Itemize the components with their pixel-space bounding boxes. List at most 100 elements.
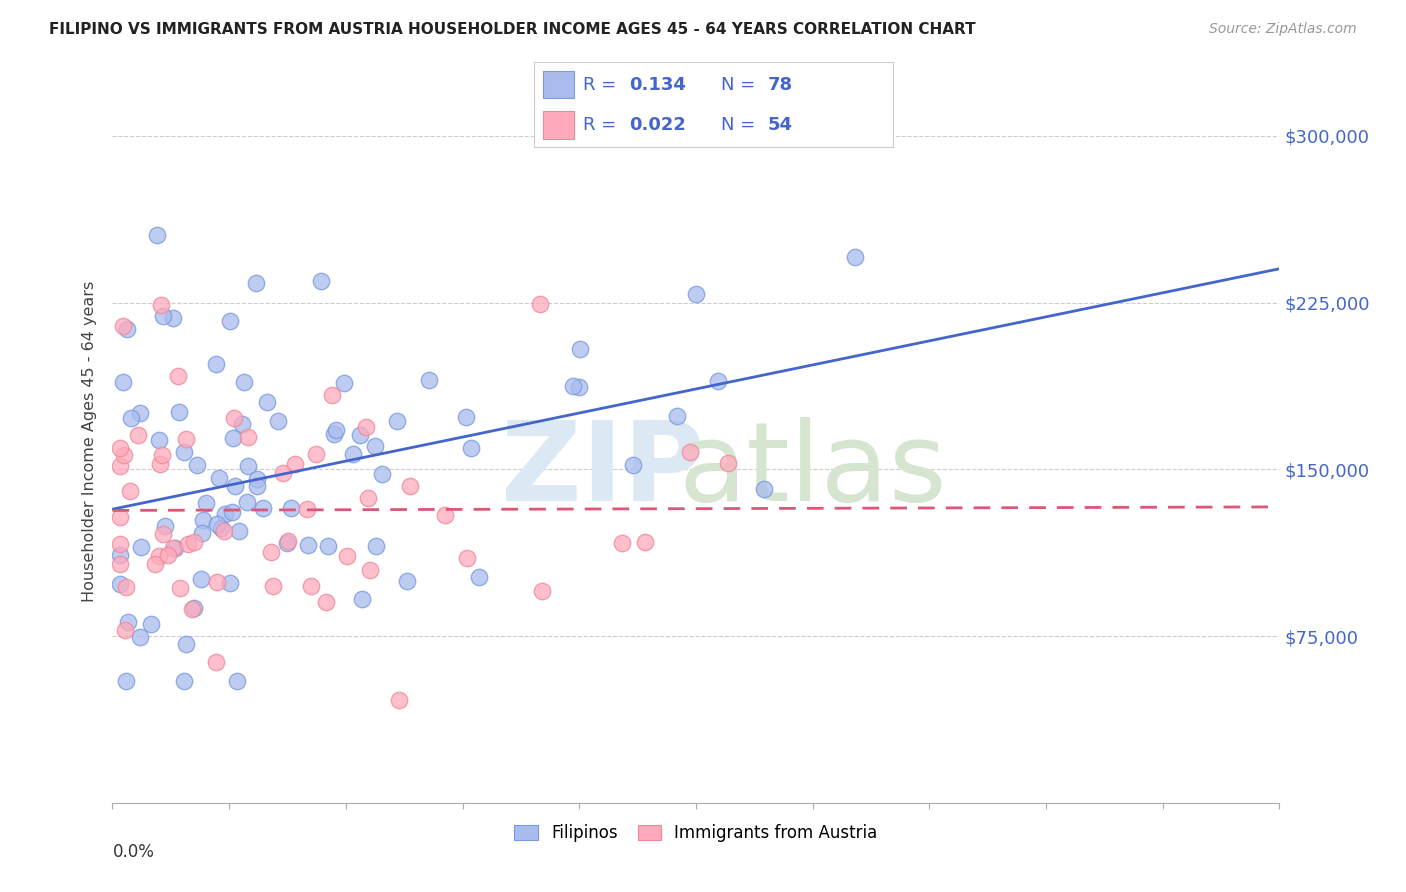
Point [568, 380, 591, 394]
Point [162, 310, 184, 325]
Text: 0.022: 0.022 [630, 116, 686, 134]
Point [621, 458, 644, 472]
Point [177, 537, 200, 551]
Text: atlas: atlas [679, 417, 946, 524]
Point [152, 309, 174, 323]
Point [128, 630, 150, 644]
Point [252, 501, 274, 516]
FancyBboxPatch shape [543, 71, 574, 98]
Text: 78: 78 [768, 76, 793, 94]
Point [169, 581, 191, 595]
Point [110, 441, 132, 455]
Point [115, 322, 138, 336]
Text: N =: N = [721, 76, 761, 94]
Point [152, 448, 174, 462]
Y-axis label: Householder Income Ages 45 - 64 years: Householder Income Ages 45 - 64 years [82, 281, 97, 602]
Point [214, 524, 236, 538]
Point [277, 533, 299, 548]
Point [844, 250, 866, 264]
Point [205, 517, 228, 532]
Point [299, 579, 322, 593]
Point [194, 496, 217, 510]
Point [110, 510, 132, 524]
Point [141, 617, 163, 632]
Point [352, 592, 374, 607]
Point [173, 673, 195, 688]
Point [225, 673, 247, 688]
Point [245, 276, 267, 290]
FancyBboxPatch shape [543, 112, 574, 139]
Point [309, 274, 332, 288]
Point [262, 579, 284, 593]
Point [173, 445, 195, 459]
Point [174, 433, 197, 447]
Point [232, 375, 254, 389]
Point [665, 409, 688, 423]
Point [214, 507, 236, 521]
Point [468, 570, 491, 584]
Point [256, 395, 278, 409]
Point [110, 537, 132, 551]
Point [456, 409, 478, 424]
Point [336, 549, 359, 564]
Point [224, 410, 246, 425]
Point [110, 557, 132, 571]
Point [315, 594, 337, 608]
Point [162, 541, 184, 555]
Point [148, 433, 170, 447]
Point [120, 411, 142, 425]
Point [418, 373, 440, 387]
Point [246, 479, 269, 493]
Point [357, 491, 380, 505]
Point [610, 536, 633, 550]
Point [562, 379, 585, 393]
Point [717, 456, 740, 470]
Point [114, 623, 136, 637]
Legend: Filipinos, Immigrants from Austria: Filipinos, Immigrants from Austria [508, 817, 884, 848]
Point [706, 375, 728, 389]
Point [236, 495, 259, 509]
Point [399, 479, 422, 493]
Point [284, 457, 307, 471]
Point [222, 431, 245, 445]
Point [364, 439, 387, 453]
Point [117, 615, 139, 629]
Point [530, 584, 553, 599]
Point [364, 539, 387, 553]
Point [325, 423, 347, 437]
Point [634, 534, 657, 549]
Point [110, 459, 132, 474]
Text: 54: 54 [768, 116, 793, 134]
Point [111, 319, 134, 334]
Point [143, 557, 166, 571]
Text: ZIP: ZIP [501, 417, 704, 524]
Point [150, 298, 173, 312]
Point [371, 467, 394, 482]
Point [156, 548, 179, 562]
Point [267, 414, 290, 428]
Point [359, 563, 381, 577]
Text: FILIPINO VS IMMIGRANTS FROM AUSTRIA HOUSEHOLDER INCOME AGES 45 - 64 YEARS CORREL: FILIPINO VS IMMIGRANTS FROM AUSTRIA HOUS… [49, 22, 976, 37]
Point [568, 342, 591, 356]
Text: R =: R = [582, 116, 621, 134]
Point [221, 505, 243, 519]
Point [297, 538, 319, 552]
Point [342, 447, 364, 461]
Point [110, 549, 132, 563]
Point [224, 478, 246, 492]
Point [322, 426, 344, 441]
Point [388, 693, 411, 707]
Point [434, 508, 457, 522]
Point [149, 458, 172, 472]
Text: Source: ZipAtlas.com: Source: ZipAtlas.com [1209, 22, 1357, 37]
Point [218, 575, 240, 590]
Point [238, 430, 260, 444]
Point [529, 297, 551, 311]
Point [167, 368, 190, 383]
Point [129, 540, 152, 554]
Point [231, 417, 253, 431]
Point [186, 458, 208, 473]
Point [297, 502, 319, 516]
Point [246, 472, 269, 486]
Point [114, 673, 136, 688]
